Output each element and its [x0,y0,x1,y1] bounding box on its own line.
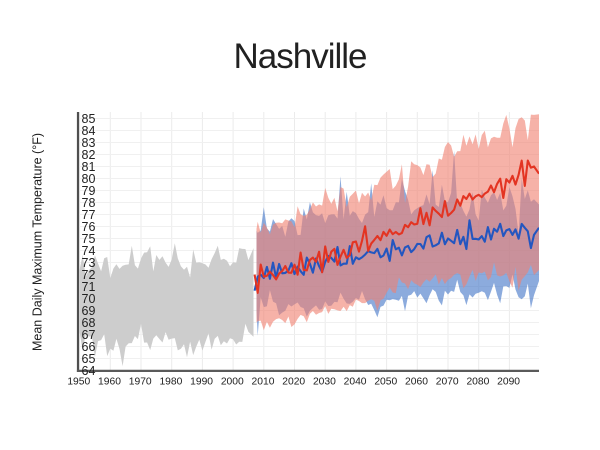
svg-text:1950: 1950 [67,377,90,388]
svg-text:69: 69 [82,304,96,318]
svg-text:2030: 2030 [313,377,336,388]
svg-text:Mean Daily Maximum Temperature: Mean Daily Maximum Temperature (°F) [31,133,45,351]
svg-text:73: 73 [82,256,96,270]
svg-text:75: 75 [82,232,96,246]
svg-text:76: 76 [82,220,96,234]
svg-text:81: 81 [82,160,96,174]
svg-text:64: 64 [82,364,96,378]
svg-text:2050: 2050 [374,377,397,388]
svg-text:1990: 1990 [190,377,213,388]
svg-text:85: 85 [82,112,96,126]
svg-text:2090: 2090 [497,377,520,388]
svg-text:2070: 2070 [436,377,459,388]
svg-text:1960: 1960 [98,377,121,388]
svg-text:Nashville: Nashville [234,37,367,76]
svg-text:65: 65 [82,352,96,366]
svg-text:2040: 2040 [344,377,367,388]
svg-text:80: 80 [82,172,96,186]
svg-text:67: 67 [82,328,96,342]
svg-text:84: 84 [82,124,96,138]
svg-text:2060: 2060 [405,377,428,388]
svg-text:83: 83 [82,136,96,150]
svg-text:2010: 2010 [252,377,275,388]
svg-text:74: 74 [82,244,96,258]
svg-text:2080: 2080 [466,377,489,388]
svg-text:78: 78 [82,196,96,210]
svg-text:2000: 2000 [221,377,244,388]
svg-text:79: 79 [82,184,96,198]
svg-text:77: 77 [82,208,96,222]
svg-text:1980: 1980 [159,377,182,388]
svg-text:2020: 2020 [282,377,305,388]
svg-text:82: 82 [82,148,96,162]
svg-text:68: 68 [82,316,96,330]
svg-text:66: 66 [82,340,96,354]
svg-text:70: 70 [82,292,96,306]
svg-text:71: 71 [82,280,96,294]
svg-text:1970: 1970 [129,377,152,388]
svg-text:72: 72 [82,268,96,282]
